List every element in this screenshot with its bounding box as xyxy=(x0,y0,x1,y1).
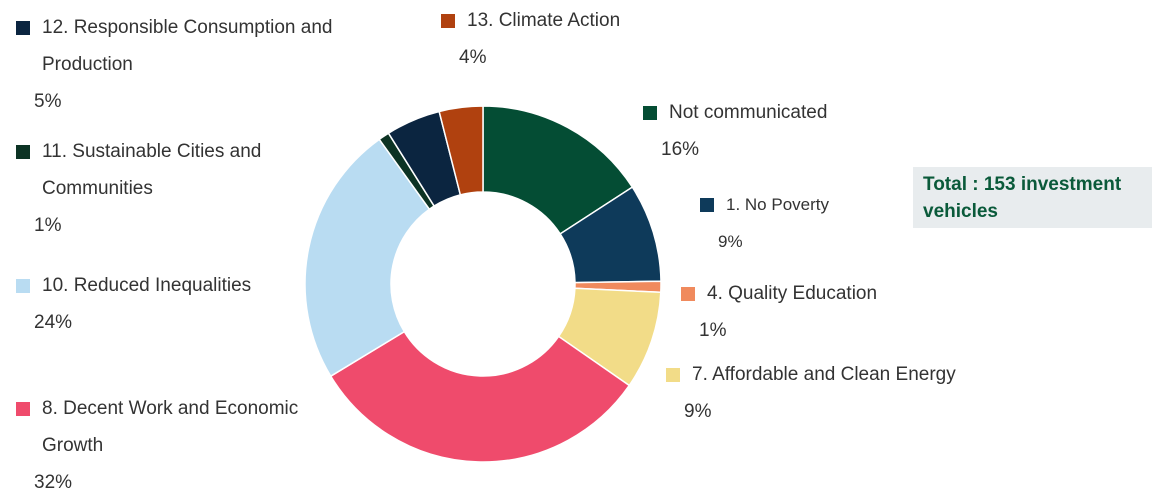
value-label: 32% xyxy=(34,472,73,489)
legend-swatch xyxy=(16,21,30,35)
legend-swatch xyxy=(441,14,455,28)
legend-entry: 11. Sustainable Cities and Communities 1% xyxy=(16,133,306,244)
value-label: 24% xyxy=(34,312,73,333)
legend-entry: 13. Climate Action 4% xyxy=(441,2,661,76)
legend-label: 13. Climate Action xyxy=(467,10,621,31)
legend-swatch xyxy=(666,368,680,382)
legend-label: 1. No Poverty xyxy=(726,195,829,214)
value-label: 5% xyxy=(34,91,62,112)
legend-label: 11. Sustainable Cities and Communities xyxy=(42,141,262,199)
annotation: Total : 153 investment vehicles xyxy=(913,167,1152,228)
legend-swatch xyxy=(643,106,657,120)
legend-swatch xyxy=(16,145,30,159)
legend-entry: 4. Quality Education 1% xyxy=(681,275,981,349)
value-label: 9% xyxy=(684,401,712,422)
legend-label: Not communicated xyxy=(669,102,828,123)
value-label: 1% xyxy=(699,320,727,341)
value-label: 9% xyxy=(718,232,743,251)
value-label: 1% xyxy=(34,215,62,236)
legend-swatch xyxy=(700,198,714,212)
legend-entry: 10. Reduced Inequalities 24% xyxy=(16,267,316,341)
value-label: 4% xyxy=(459,47,487,68)
legend-label: 4. Quality Education xyxy=(707,283,878,304)
legend-swatch xyxy=(16,402,30,416)
legend-entry: Not communicated 16% xyxy=(643,94,943,168)
legend-label: 7. Affordable and Clean Energy xyxy=(692,364,956,385)
legend-label: 12. Responsible Consumption and Producti… xyxy=(42,17,333,75)
legend-entry: 8. Decent Work and Economic Growth 32% xyxy=(16,390,346,489)
legend-entry: 1. No Poverty 9% xyxy=(700,186,900,260)
legend-label: 10. Reduced Inequalities xyxy=(42,275,252,296)
legend-entry: 12. Responsible Consumption and Producti… xyxy=(16,9,376,120)
slice xyxy=(304,138,431,378)
legend-swatch xyxy=(16,279,30,293)
slice xyxy=(329,330,631,463)
legend-entry: 7. Affordable and Clean Energy 9% xyxy=(666,356,1006,430)
legend-label: 8. Decent Work and Economic Growth xyxy=(42,398,299,456)
legend-swatch xyxy=(681,287,695,301)
value-label: 16% xyxy=(661,139,700,160)
slice xyxy=(438,105,484,196)
